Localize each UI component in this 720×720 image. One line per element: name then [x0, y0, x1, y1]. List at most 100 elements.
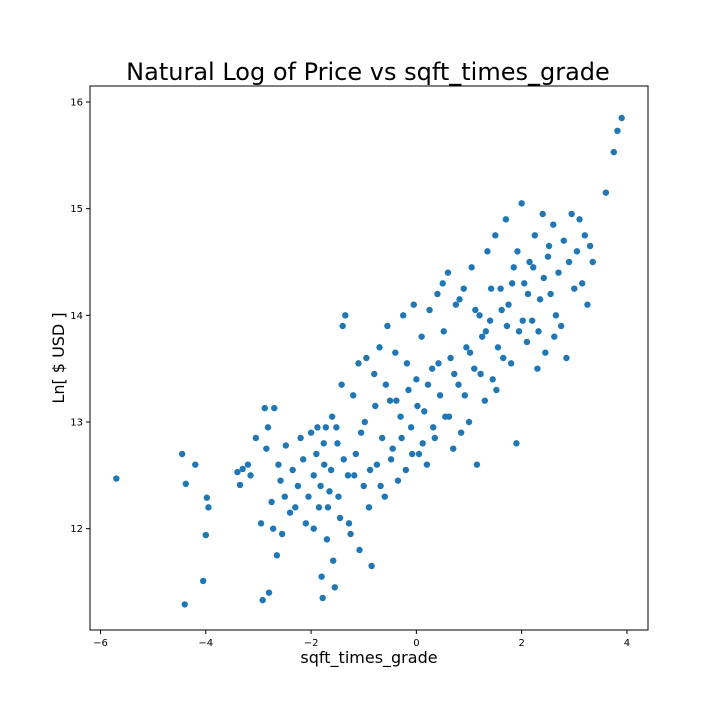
data-point	[363, 354, 370, 362]
data-point	[314, 424, 321, 431]
x-axis-ticks: −6 −4 −2 0 2 4	[93, 630, 630, 649]
data-point	[482, 328, 490, 335]
data-point	[277, 477, 284, 484]
data-point	[519, 317, 526, 324]
data-point	[586, 242, 594, 250]
data-point	[302, 520, 310, 527]
data-point	[440, 328, 447, 335]
data-point	[530, 264, 537, 271]
data-point	[560, 237, 567, 244]
data-point	[344, 472, 352, 479]
data-point	[492, 232, 499, 239]
points-layer	[113, 114, 625, 608]
data-point	[355, 360, 362, 367]
y-tick-label: 15	[70, 204, 83, 215]
data-point	[473, 461, 481, 468]
data-point	[373, 461, 381, 468]
data-point	[199, 577, 207, 585]
data-point	[431, 434, 438, 442]
data-point	[547, 290, 554, 298]
data-point	[503, 322, 511, 330]
data-point	[305, 493, 312, 500]
data-point	[275, 461, 282, 468]
data-point	[545, 242, 553, 250]
data-point	[505, 301, 512, 308]
data-point	[326, 488, 333, 495]
data-point	[439, 280, 446, 287]
data-point	[310, 525, 317, 532]
data-point	[513, 440, 520, 447]
data-point	[182, 480, 190, 488]
data-point	[247, 472, 254, 479]
data-point	[531, 232, 539, 239]
data-point	[455, 381, 462, 388]
data-point	[365, 504, 373, 511]
data-point	[376, 344, 383, 351]
data-point	[239, 465, 246, 473]
data-point	[573, 248, 581, 255]
data-point	[236, 481, 244, 489]
data-point	[397, 413, 404, 420]
data-point	[486, 317, 494, 324]
data-point	[377, 482, 384, 490]
data-point	[460, 285, 467, 292]
data-point	[360, 482, 367, 490]
data-point	[330, 557, 337, 564]
data-point	[565, 258, 573, 266]
x-tick-label: 0	[413, 638, 419, 649]
data-point	[402, 466, 410, 474]
data-point	[372, 402, 379, 410]
data-point	[463, 344, 470, 351]
data-point	[339, 322, 346, 330]
data-point	[450, 445, 457, 452]
data-point	[203, 494, 211, 501]
data-point	[515, 328, 523, 335]
data-point	[278, 530, 286, 538]
data-point	[318, 573, 325, 580]
data-point	[259, 596, 266, 604]
data-point	[563, 354, 570, 362]
data-point	[292, 504, 299, 511]
data-point	[494, 344, 502, 351]
data-point	[539, 210, 546, 218]
data-point	[307, 429, 315, 436]
data-point	[335, 493, 342, 500]
data-point	[477, 370, 484, 378]
data-point	[342, 312, 349, 319]
data-point	[313, 450, 320, 458]
data-point	[403, 360, 411, 367]
data-point	[484, 248, 491, 255]
data-point	[331, 584, 338, 591]
data-point	[444, 269, 452, 276]
data-point	[557, 322, 565, 330]
data-point	[415, 450, 423, 458]
data-point	[568, 210, 575, 218]
data-point	[552, 312, 560, 319]
data-point	[389, 445, 396, 452]
data-point	[452, 301, 460, 308]
data-point	[584, 301, 591, 308]
data-point	[317, 482, 324, 490]
x-tick-label: −6	[93, 638, 108, 649]
data-point	[336, 514, 344, 522]
data-point	[271, 404, 278, 412]
data-point	[261, 404, 268, 412]
data-point	[234, 468, 241, 476]
data-point	[535, 328, 542, 335]
data-point	[327, 466, 335, 474]
y-tick-label: 13	[70, 418, 83, 429]
data-point	[589, 258, 596, 266]
data-point	[518, 200, 525, 207]
data-point	[323, 536, 331, 543]
data-point	[456, 296, 463, 303]
data-point	[347, 530, 354, 538]
data-point	[244, 461, 252, 468]
data-point	[319, 594, 326, 602]
data-point	[493, 386, 500, 394]
data-point	[386, 397, 394, 404]
data-point	[424, 381, 432, 388]
data-point	[472, 306, 479, 314]
data-point	[410, 301, 417, 308]
data-point	[181, 601, 188, 608]
